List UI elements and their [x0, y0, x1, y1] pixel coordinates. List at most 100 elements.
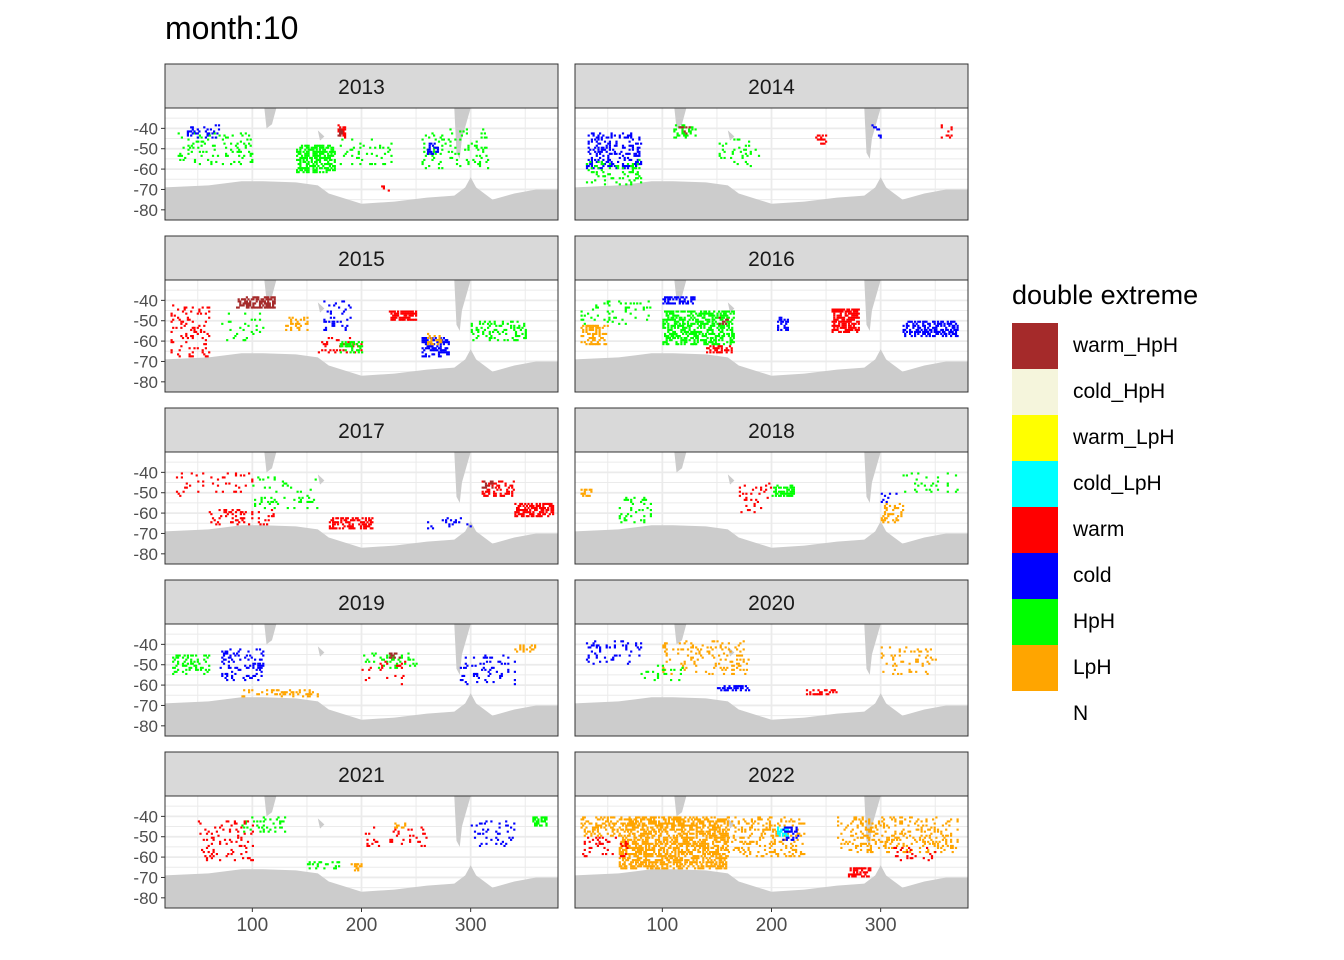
cell-cold	[423, 337, 426, 340]
cell-warm	[833, 689, 836, 692]
cell-HpH	[729, 343, 732, 346]
cell-cold	[428, 150, 431, 153]
cell-warm	[753, 502, 756, 505]
cell-HpH	[187, 148, 190, 151]
cell-LpH	[626, 859, 630, 862]
cell-HpH	[596, 306, 599, 309]
cell-warm	[815, 136, 818, 139]
cell-cold	[879, 136, 882, 139]
cell-LpH	[695, 834, 698, 837]
cell-HpH	[312, 165, 315, 168]
cell-HpH	[643, 502, 646, 505]
cell-warm_HpH	[250, 298, 253, 301]
cell-LpH	[654, 842, 657, 845]
cell-HpH	[614, 316, 617, 319]
cell-warm	[212, 836, 215, 839]
cell-warm_HpH	[272, 302, 275, 305]
cell-LpH	[621, 848, 625, 851]
cell-LpH	[697, 820, 700, 823]
cell-cold	[607, 156, 610, 159]
cell-LpH	[651, 861, 654, 864]
cell-warm	[411, 318, 414, 321]
cell-cold	[621, 163, 625, 166]
cell-LpH	[679, 816, 682, 819]
cell-LpH	[664, 853, 667, 856]
cell-LpH	[297, 693, 300, 696]
cell-LpH	[702, 826, 705, 829]
cell-cold	[329, 316, 332, 319]
cell-HpH	[523, 322, 526, 325]
cell-HpH	[423, 146, 426, 149]
y-tick-label: -80	[133, 201, 158, 220]
cell-LpH	[631, 826, 634, 829]
cell-cold	[437, 347, 441, 350]
africa-land	[674, 280, 687, 301]
cell-LpH	[736, 658, 739, 661]
cell-warm	[529, 504, 532, 507]
cell-HpH	[683, 339, 686, 342]
cell-HpH	[691, 310, 694, 313]
cell-cold	[587, 142, 590, 145]
cell-cold	[933, 328, 936, 331]
cell-warm	[397, 312, 400, 315]
cell-warm	[368, 525, 371, 528]
cell-warm	[857, 322, 860, 325]
cell-HpH	[359, 163, 362, 166]
cell-LpH	[742, 640, 745, 643]
cell-HpH	[638, 158, 641, 161]
cell-HpH	[641, 509, 644, 512]
cell-LpH	[306, 320, 309, 323]
cell-HpH	[662, 326, 665, 329]
cell-warm	[532, 507, 535, 510]
cell-warm_HpH	[257, 296, 260, 299]
cell-LpH	[671, 851, 674, 854]
cell-warm	[852, 322, 855, 325]
cell-LpH	[690, 822, 693, 825]
cell-LpH	[397, 824, 400, 827]
cell-warm	[218, 509, 221, 512]
antarctica-land	[165, 177, 558, 220]
cell-cold	[595, 656, 598, 659]
cell-warm	[834, 328, 837, 331]
cell-cold	[600, 136, 603, 139]
cell-cold	[910, 320, 913, 323]
cell-HpH	[633, 167, 636, 170]
cell-LpH	[646, 842, 649, 845]
cell-cold	[605, 150, 608, 153]
cell-LpH	[702, 840, 705, 843]
cell-HpH	[514, 332, 518, 335]
cell-LpH	[679, 851, 682, 854]
cell-HpH	[297, 150, 300, 153]
cell-HpH	[779, 494, 782, 497]
cell-cold	[446, 347, 449, 350]
cell-cold	[260, 670, 263, 673]
cell-HpH	[467, 146, 470, 149]
cell-LpH	[664, 826, 667, 829]
cell-HpH	[537, 818, 540, 821]
cell-HpH	[917, 472, 920, 475]
cell-cold	[721, 687, 724, 690]
cell-HpH	[346, 150, 349, 153]
cell-warm	[366, 844, 369, 847]
cell-LpH	[676, 863, 679, 866]
cell-HpH	[905, 474, 908, 477]
cell-cold	[590, 644, 593, 647]
cell-HpH	[910, 472, 913, 475]
cell-LpH	[618, 818, 621, 821]
cell-LpH	[680, 826, 684, 829]
cell-LpH	[640, 844, 643, 847]
cell-warm	[234, 511, 238, 514]
cell-cold	[206, 128, 209, 131]
cell-warm	[191, 351, 194, 354]
cell-HpH	[175, 656, 178, 659]
cell-LpH	[659, 863, 662, 866]
cell-warm	[522, 513, 525, 516]
cell-cold	[600, 138, 603, 141]
cell-warm	[409, 838, 412, 841]
cell-HpH	[675, 322, 678, 325]
cell-HpH	[339, 343, 342, 346]
cell-LpH	[664, 822, 667, 825]
cell-LpH	[692, 865, 695, 868]
cell-HpH	[524, 332, 527, 335]
cell-LpH	[685, 836, 688, 839]
